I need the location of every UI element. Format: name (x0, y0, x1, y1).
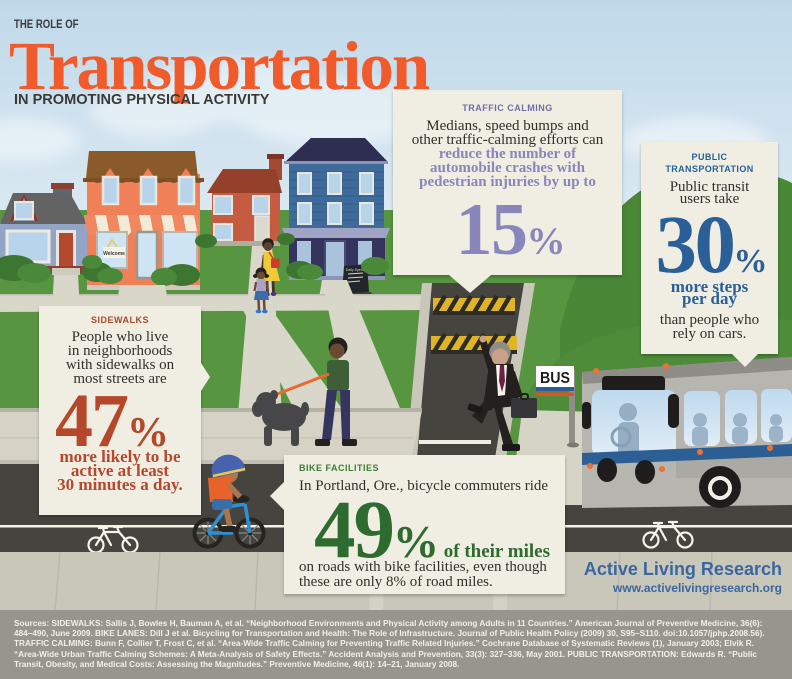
svg-text:BUS: BUS (540, 370, 570, 387)
svg-text:Daily Special: Daily Special (346, 268, 366, 272)
svg-text:Welcome: Welcome (103, 251, 125, 257)
